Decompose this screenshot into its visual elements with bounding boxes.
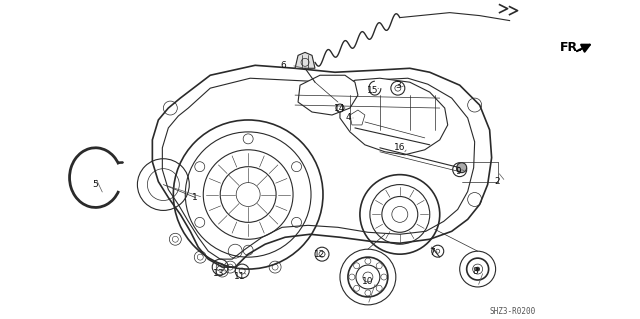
- Polygon shape: [295, 52, 315, 68]
- Text: 16: 16: [394, 143, 406, 152]
- Polygon shape: [298, 75, 358, 115]
- Text: 7: 7: [429, 248, 435, 257]
- Circle shape: [476, 267, 479, 271]
- Text: 15: 15: [367, 86, 379, 95]
- Text: 1: 1: [193, 193, 198, 202]
- Text: 4: 4: [345, 114, 351, 122]
- Polygon shape: [152, 65, 492, 267]
- Text: 10: 10: [362, 278, 374, 286]
- Text: FR.: FR.: [559, 41, 582, 54]
- Text: 3: 3: [395, 81, 401, 90]
- Text: 13: 13: [212, 269, 224, 278]
- Text: 2: 2: [495, 177, 500, 186]
- Text: 5: 5: [93, 180, 99, 189]
- Text: 9: 9: [456, 167, 461, 176]
- Text: 11: 11: [234, 271, 246, 280]
- Text: 8: 8: [473, 267, 479, 276]
- Polygon shape: [340, 78, 448, 155]
- Polygon shape: [350, 110, 365, 125]
- Text: 12: 12: [314, 250, 326, 259]
- Text: 6: 6: [280, 61, 286, 70]
- Text: 14: 14: [334, 104, 346, 113]
- Text: SHZ3-R0200: SHZ3-R0200: [490, 307, 536, 316]
- Circle shape: [457, 163, 467, 173]
